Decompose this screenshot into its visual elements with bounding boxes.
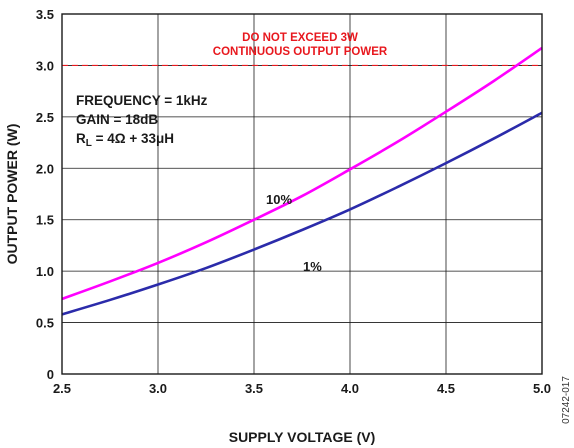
- condition-load: RL = 4Ω + 33μH: [76, 131, 174, 149]
- x-tick-labels: 2.5 3.0 3.5 4.0 4.5 5.0: [53, 381, 551, 396]
- y-tick-label: 0: [47, 367, 54, 382]
- load-symbol: R: [76, 131, 86, 146]
- y-tick-labels: 0 0.5 1.0 1.5 2.0 2.5 3.0 3.5: [36, 7, 54, 382]
- load-subscript: L: [86, 138, 92, 149]
- y-tick-label: 3.5: [36, 7, 54, 22]
- plot-background: [62, 14, 542, 374]
- y-tick-label: 1.5: [36, 213, 54, 228]
- y-axis-title: OUTPUT POWER (W): [4, 124, 20, 265]
- y-tick-label: 1.0: [36, 264, 54, 279]
- series-label-10pct: 10%: [266, 192, 292, 207]
- plot-frame: [61, 13, 543, 375]
- y-tick-label: 0.5: [36, 316, 54, 331]
- series-group: [61, 46, 543, 316]
- x-tick-label: 4.5: [437, 381, 455, 396]
- warning-line-1: DO NOT EXCEED 3W: [242, 32, 358, 44]
- x-tick-label: 2.5: [53, 381, 71, 396]
- figure-id: 07242-017: [561, 376, 572, 424]
- y-tick-label: 3.0: [36, 58, 54, 73]
- warning-line-2: CONTINUOUS OUTPUT POWER: [213, 46, 388, 58]
- y-tick-label: 2.5: [36, 110, 54, 125]
- condition-gain: GAIN = 18dB: [76, 112, 158, 127]
- x-tick-label: 3.5: [245, 381, 263, 396]
- x-tick-label: 4.0: [341, 381, 359, 396]
- x-tick-label: 3.0: [149, 381, 167, 396]
- series-label-1pct: 1%: [303, 259, 322, 274]
- x-tick-label: 5.0: [533, 381, 551, 396]
- series-line-1: [61, 111, 543, 316]
- x-axis-title: SUPPLY VOLTAGE (V): [229, 429, 376, 445]
- load-value: = 4Ω + 33μH: [92, 131, 174, 146]
- y-tick-label: 2.0: [36, 161, 54, 176]
- series-line-0: [61, 46, 543, 301]
- condition-frequency: FREQUENCY = 1kHz: [76, 93, 208, 108]
